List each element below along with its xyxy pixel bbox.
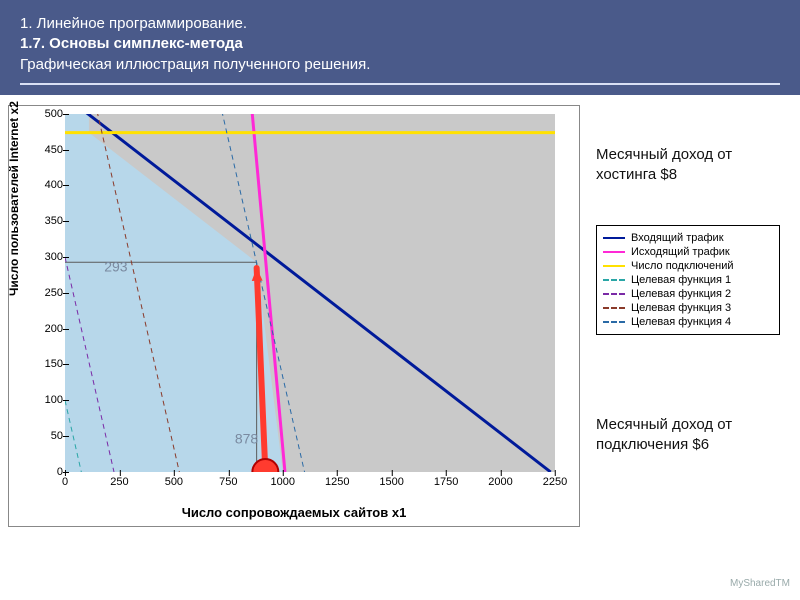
x-axis-label: Число сопровождаемых сайтов x1 (9, 505, 579, 520)
header-line3: Графическая иллюстрация полученного реше… (20, 55, 780, 75)
xtick: 500 (165, 476, 183, 488)
ytick: 200 (9, 323, 63, 335)
xtick: 1500 (379, 476, 403, 488)
y-axis-label: Число пользователей Internet x2 (7, 101, 21, 296)
xtick: 1750 (434, 476, 458, 488)
legend-label: Исходящий трафик (631, 246, 730, 258)
xtick: 750 (219, 476, 237, 488)
legend-item: Целевая функция 4 (603, 316, 773, 328)
ytick: 150 (9, 358, 63, 370)
legend-item: Число подключений (603, 260, 773, 272)
ytick: 100 (9, 394, 63, 406)
xtick: 1250 (325, 476, 349, 488)
legend-item: Целевая функция 3 (603, 302, 773, 314)
legend-label: Входящий трафик (631, 232, 724, 244)
side-text-hosting: Месячный доход от хостинга $8 (596, 145, 786, 186)
header-line2: 1.7. Основы симплекс-метода (20, 34, 780, 54)
legend-label: Целевая функция 4 (631, 316, 731, 328)
header-rule (20, 83, 780, 85)
side-text-connection: Месячный доход от подключения $6 (596, 415, 786, 456)
legend-item: Целевая функция 2 (603, 288, 773, 300)
plot-area: 293 878 (65, 114, 555, 472)
slide-header: 1. Линейное программирование. 1.7. Основ… (0, 0, 800, 95)
annot_878: 878 (235, 430, 259, 446)
legend-item: Входящий трафик (603, 232, 773, 244)
xtick: 2250 (543, 476, 567, 488)
annot_293: 293 (104, 258, 128, 274)
chart-svg: 293 878 (65, 114, 555, 472)
legend-box: Входящий трафик Исходящий трафик Число под… (596, 225, 780, 335)
xtick: 250 (110, 476, 128, 488)
content-area: 293878 050100150200250300350400450500 02… (0, 95, 800, 595)
legend-item: Целевая функция 1 (603, 274, 773, 286)
xtick: 0 (62, 476, 68, 488)
xtick: 1000 (271, 476, 295, 488)
legend-item: Исходящий трафик (603, 246, 773, 258)
ytick: 50 (9, 430, 63, 442)
chart-frame: 293878 050100150200250300350400450500 02… (8, 105, 580, 527)
legend-label: Число подключений (631, 260, 734, 272)
watermark: MySharedTM (730, 578, 790, 589)
legend-label: Целевая функция 3 (631, 302, 731, 314)
xtick: 2000 (488, 476, 512, 488)
legend-label: Целевая функция 2 (631, 288, 731, 300)
ytick: 0 (9, 466, 63, 478)
header-line1: 1. Линейное программирование. (20, 14, 780, 34)
legend-label: Целевая функция 1 (631, 274, 731, 286)
